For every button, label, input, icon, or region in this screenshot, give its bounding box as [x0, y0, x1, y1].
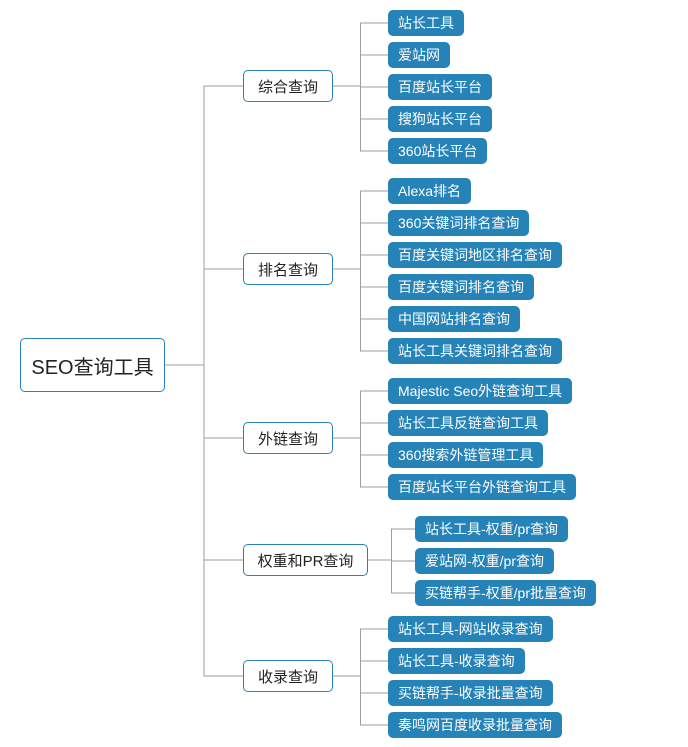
leaf-label: Majestic Seo外链查询工具: [398, 381, 562, 401]
leaf-label: 站长工具: [398, 13, 454, 33]
leaf-node: 爱站网: [388, 42, 450, 68]
leaf-label: 爱站网-权重/pr查询: [425, 551, 544, 571]
leaf-label: 360搜索外链管理工具: [398, 445, 533, 465]
leaf-label: 买链帮手-收录批量查询: [398, 683, 543, 703]
leaf-label: 站长工具-网站收录查询: [398, 619, 543, 639]
leaf-node: 买链帮手-权重/pr批量查询: [415, 580, 596, 606]
category-label: 排名查询: [258, 259, 318, 280]
leaf-label: 百度站长平台外链查询工具: [398, 477, 566, 497]
root-node: SEO查询工具: [20, 338, 165, 392]
leaf-node: 360关键词排名查询: [388, 210, 529, 236]
category-label: 综合查询: [258, 76, 318, 97]
leaf-node: 360站长平台: [388, 138, 487, 164]
leaf-label: Alexa排名: [398, 181, 461, 201]
category-node: 外链查询: [243, 422, 333, 454]
leaf-node: 站长工具-收录查询: [388, 648, 525, 674]
leaf-label: 买链帮手-权重/pr批量查询: [425, 583, 586, 603]
leaf-node: 爱站网-权重/pr查询: [415, 548, 554, 574]
leaf-label: 百度关键词地区排名查询: [398, 245, 552, 265]
leaf-node: Alexa排名: [388, 178, 471, 204]
leaf-label: 站长工具反链查询工具: [398, 413, 538, 433]
leaf-node: 奏鸣网百度收录批量查询: [388, 712, 562, 738]
leaf-node: 站长工具: [388, 10, 464, 36]
category-label: 收录查询: [258, 666, 318, 687]
leaf-node: 百度关键词地区排名查询: [388, 242, 562, 268]
category-node: 综合查询: [243, 70, 333, 102]
category-label: 权重和PR查询: [258, 550, 354, 571]
leaf-node: 百度站长平台外链查询工具: [388, 474, 576, 500]
leaf-node: 百度站长平台: [388, 74, 492, 100]
leaf-label: 中国网站排名查询: [398, 309, 510, 329]
category-label: 外链查询: [258, 428, 318, 449]
leaf-label: 百度关键词排名查询: [398, 277, 524, 297]
leaf-label: 360关键词排名查询: [398, 213, 519, 233]
leaf-label: 爱站网: [398, 45, 440, 65]
leaf-node: 买链帮手-收录批量查询: [388, 680, 553, 706]
leaf-node: Majestic Seo外链查询工具: [388, 378, 572, 404]
leaf-node: 站长工具-网站收录查询: [388, 616, 553, 642]
leaf-label: 站长工具-权重/pr查询: [425, 519, 558, 539]
leaf-label: 站长工具-收录查询: [398, 651, 515, 671]
leaf-label: 奏鸣网百度收录批量查询: [398, 715, 552, 735]
mindmap-canvas: SEO查询工具 综合查询 站长工具爱站网百度站长平台搜狗站长平台 360站长平台排名…: [0, 0, 688, 747]
leaf-node: 站长工具关键词排名查询: [388, 338, 562, 364]
leaf-node: 站长工具-权重/pr查询: [415, 516, 568, 542]
category-node: 权重和PR查询: [243, 544, 368, 576]
leaf-label: 百度站长平台: [398, 77, 482, 97]
leaf-node: 360搜索外链管理工具: [388, 442, 543, 468]
root-label: SEO查询工具: [31, 351, 153, 380]
leaf-node: 百度关键词排名查询: [388, 274, 534, 300]
leaf-node: 站长工具反链查询工具: [388, 410, 548, 436]
leaf-node: 中国网站排名查询: [388, 306, 520, 332]
leaf-label: 搜狗站长平台: [398, 109, 482, 129]
category-node: 排名查询: [243, 253, 333, 285]
category-node: 收录查询: [243, 660, 333, 692]
leaf-label: 360站长平台: [398, 141, 477, 161]
leaf-label: 站长工具关键词排名查询: [398, 341, 552, 361]
leaf-node: 搜狗站长平台: [388, 106, 492, 132]
